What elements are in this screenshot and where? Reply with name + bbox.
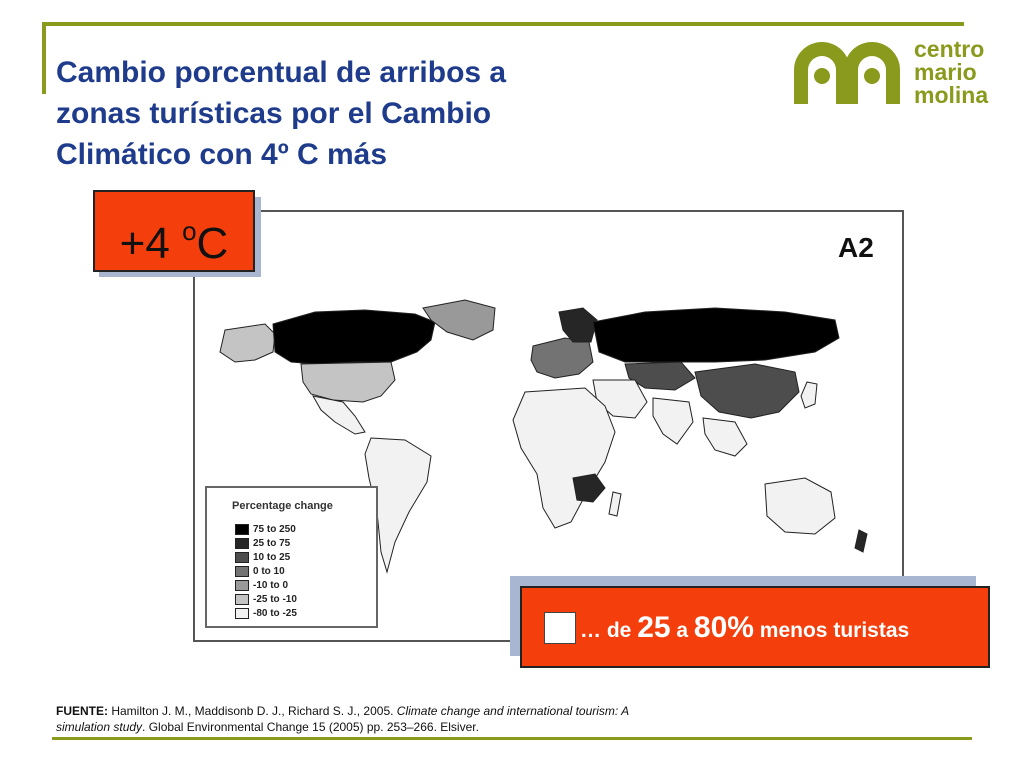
legend-item: -25 to -10 xyxy=(235,594,297,608)
region-usa xyxy=(300,361,396,403)
source-citation: FUENTE: Hamilton J. M., Maddisonb D. J.,… xyxy=(56,703,676,735)
region-scandinavia xyxy=(558,307,598,343)
region-greenland xyxy=(422,299,496,341)
region-russia xyxy=(592,307,840,363)
left-accent-rule xyxy=(42,22,46,94)
callout-mid: a xyxy=(670,619,694,642)
region-china xyxy=(694,363,800,419)
callout-suffix: menos turistas xyxy=(753,619,910,642)
legend-swatch xyxy=(235,608,249,619)
callout-prefix: … de xyxy=(580,619,638,642)
title-line-3: Climático con 4º C más xyxy=(56,138,388,171)
region-canada xyxy=(272,309,436,365)
callout-value-1: 25 xyxy=(637,611,671,644)
logo-mark-icon xyxy=(794,42,900,104)
legend-swatch xyxy=(235,552,249,563)
source-label: FUENTE: xyxy=(56,704,108,718)
world-map xyxy=(219,299,868,574)
legend-swatch xyxy=(235,580,249,591)
legend-label: -25 to -10 xyxy=(253,594,297,605)
map-legend: Percentage change 75 to 250 25 to 75 10 … xyxy=(205,486,378,628)
temperature-box: +4 oC xyxy=(93,190,255,272)
logo-word-3: molina xyxy=(914,82,989,108)
legend-item: -80 to -25 xyxy=(235,608,297,622)
legend-label: 10 to 25 xyxy=(253,552,291,563)
legend-item: 0 to 10 xyxy=(235,566,285,580)
logo-text: centro mario molina xyxy=(914,38,988,107)
region-europe xyxy=(530,337,594,379)
region-alaska xyxy=(219,323,276,363)
title-line-1: Cambio porcentual de arribos a xyxy=(56,56,507,89)
bottom-rule xyxy=(52,737,972,740)
region-central-asia xyxy=(624,361,696,391)
callout-text: … de 25 a 80% menos turistas xyxy=(580,608,909,651)
top-rule xyxy=(42,22,964,26)
region-africa xyxy=(512,387,616,529)
region-new-zealand xyxy=(854,529,868,553)
region-australia xyxy=(764,477,836,535)
legend-label: 25 to 75 xyxy=(253,538,291,549)
region-southern-africa xyxy=(572,473,606,503)
scenario-label: A2 xyxy=(838,232,874,263)
legend-item: 10 to 25 xyxy=(235,552,290,566)
source-rest: . Global Environmental Change 15 (2005) … xyxy=(142,720,479,734)
region-india xyxy=(652,397,694,445)
region-mexico xyxy=(312,395,366,435)
legend-label: -10 to 0 xyxy=(253,580,289,591)
legend-item: -10 to 0 xyxy=(235,580,288,594)
legend-item: 25 to 75 xyxy=(235,538,290,552)
legend-swatch xyxy=(235,538,249,549)
source-authors: Hamilton J. M., Maddisonb D. J., Richard… xyxy=(108,704,397,718)
source-title: Climate change and international tourism… xyxy=(56,704,629,734)
callout-box: … de 25 a 80% menos turistas xyxy=(520,586,990,668)
legend-label: 0 to 10 xyxy=(253,566,285,577)
title-line-2: zonas turísticas por el Cambio xyxy=(56,97,492,130)
checkbox-square-icon xyxy=(544,612,576,644)
region-japan xyxy=(800,381,818,409)
callout-value-2: 80% xyxy=(693,611,754,644)
slide-title: Cambio porcentual de arribos a zonas tur… xyxy=(56,52,616,175)
centro-mario-molina-logo: centro mario molina xyxy=(786,34,1006,114)
legend-swatch xyxy=(235,594,249,605)
legend-label: 75 to 250 xyxy=(253,524,296,535)
logo-word-2: mario xyxy=(914,59,977,85)
region-south-america xyxy=(364,437,432,574)
temperature-value: +4 xyxy=(119,219,183,268)
region-se-asia xyxy=(702,417,748,457)
temperature-unit: C xyxy=(196,219,229,268)
temperature-degree: o xyxy=(182,216,197,246)
legend-label: -80 to -25 xyxy=(253,608,297,619)
region-madagascar xyxy=(608,491,622,517)
legend-swatch xyxy=(235,524,249,535)
logo-word-1: centro xyxy=(914,36,985,62)
legend-item: 75 to 250 xyxy=(235,524,296,538)
legend-swatch xyxy=(235,566,249,577)
legend-title: Percentage change xyxy=(232,500,333,512)
